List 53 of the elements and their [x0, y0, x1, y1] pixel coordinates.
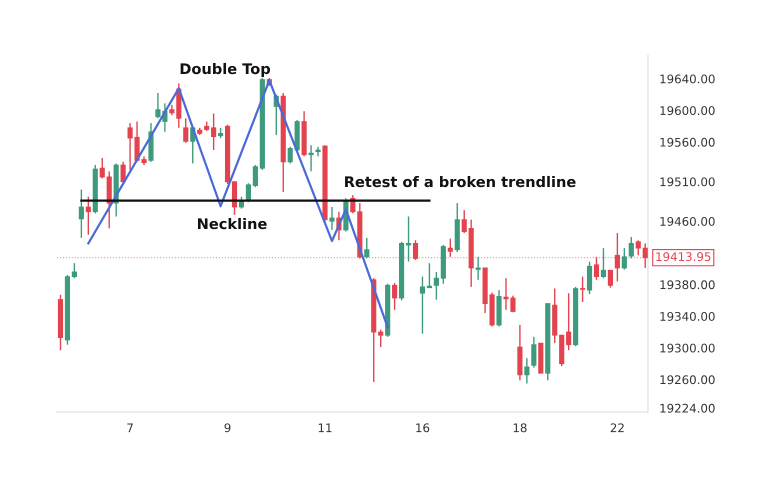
y-tick-label: 19560.00	[660, 138, 715, 147]
x-tick-label: 22	[610, 423, 624, 432]
candlestick	[531, 336, 536, 368]
candlestick	[308, 144, 314, 172]
candlestick	[252, 164, 258, 188]
y-tick-label: 19224.00	[660, 404, 715, 413]
candlestick	[510, 294, 516, 313]
candlestick	[594, 256, 600, 280]
x-tick-label: 11	[318, 423, 332, 432]
x-tick-label: 16	[416, 423, 430, 432]
candlestick	[426, 262, 432, 288]
candlestick	[420, 276, 426, 334]
candlestick	[524, 357, 530, 384]
candlestick	[622, 247, 627, 270]
annotation: Double Top	[180, 62, 270, 78]
candlestick	[128, 122, 133, 170]
x-tick-label: 9	[224, 423, 230, 432]
candlestick	[86, 196, 91, 236]
candlestick	[78, 188, 84, 239]
candlestick	[211, 112, 216, 151]
candlestick	[392, 282, 398, 311]
candlestick	[406, 216, 412, 262]
candlestick	[329, 206, 335, 231]
y-tick-label: 19600.00	[660, 106, 715, 116]
candlestick	[218, 127, 224, 139]
y-tick-label: 19260.00	[660, 375, 715, 384]
y-tick-label: 19460.00	[660, 216, 715, 226]
y-tick-label: 19300.00	[660, 344, 715, 353]
candlestick	[628, 236, 634, 260]
candlestick	[586, 260, 592, 295]
candlestick	[412, 240, 418, 261]
y-tick-label: 19340.00	[660, 312, 715, 321]
y-tick-label: 19380.00	[660, 280, 715, 290]
candlestick	[183, 118, 188, 144]
candlestick	[448, 238, 453, 258]
candlestick	[614, 232, 620, 282]
candlestick	[434, 271, 439, 300]
candlestick	[476, 256, 481, 280]
candlestick	[600, 247, 606, 279]
y-tick-label: 19510.00	[660, 177, 715, 186]
candlestick	[580, 276, 586, 303]
ref-line-label: 19413.95	[656, 252, 710, 262]
candlestick	[204, 120, 210, 132]
candlestick	[72, 262, 77, 279]
annotation: Retest of a broken trendline	[345, 176, 576, 188]
candlestick	[155, 92, 161, 120]
annotation: Neckline	[198, 218, 267, 230]
x-tick-label: 7	[127, 423, 133, 432]
candlestick	[608, 270, 613, 288]
x-tick-label: 18	[514, 423, 527, 432]
candlestick	[364, 237, 370, 260]
candlestick	[315, 146, 321, 158]
y-tick-label: 19640.00	[660, 74, 715, 84]
